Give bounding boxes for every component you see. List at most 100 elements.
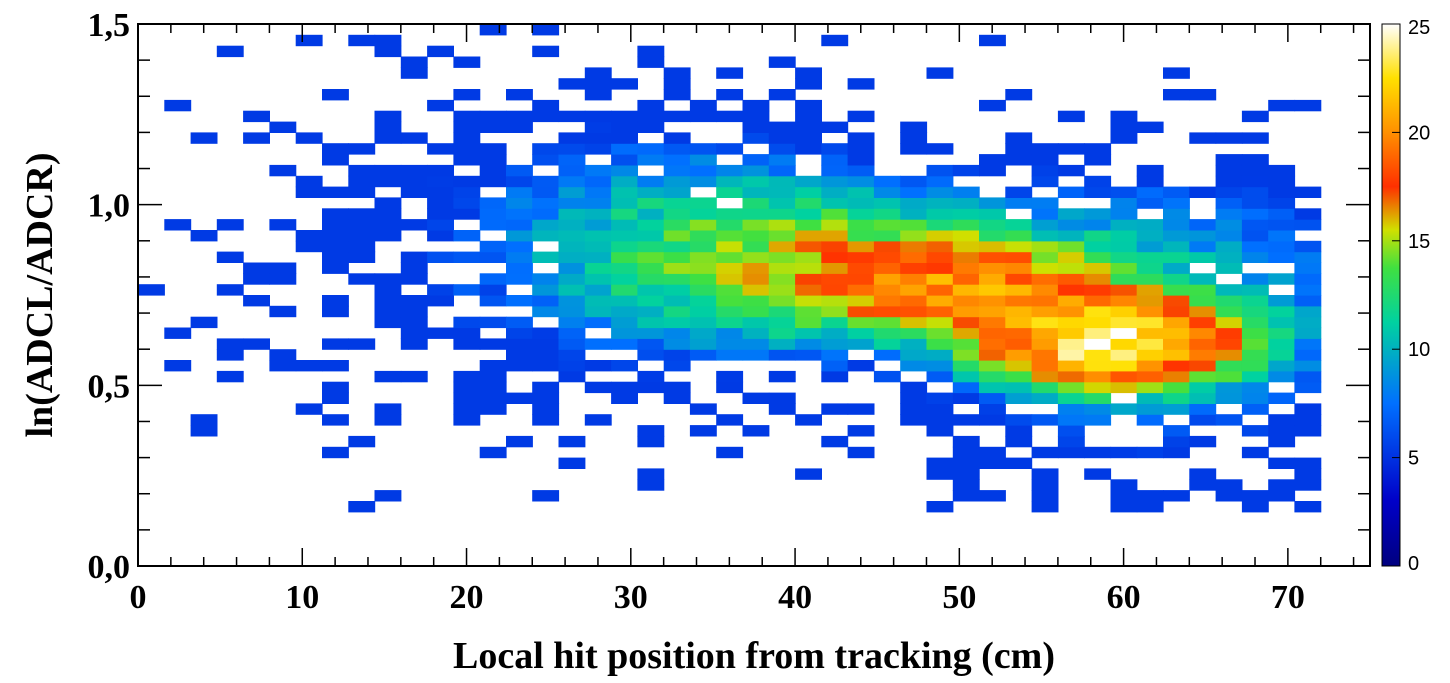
heatmap-bin — [900, 251, 928, 263]
heatmap-bin — [374, 197, 402, 209]
heatmap-bins — [138, 24, 1322, 513]
heatmap-bin — [216, 284, 244, 296]
heatmap-bin — [979, 349, 1006, 361]
heatmap-bin — [768, 316, 796, 329]
heatmap-bin — [900, 403, 928, 415]
heatmap-bin — [1110, 479, 1138, 491]
heatmap-bin — [427, 197, 454, 209]
heatmap-bin — [558, 360, 586, 372]
heatmap-bin — [1110, 240, 1138, 253]
heatmap-bin — [1163, 403, 1190, 415]
heatmap-bin — [532, 219, 560, 231]
heatmap-bin — [1215, 154, 1243, 166]
heatmap-bin — [768, 132, 796, 144]
heatmap-bin — [795, 273, 822, 285]
heatmap-bin — [1163, 284, 1190, 296]
heatmap-bin — [979, 370, 1006, 383]
heatmap-bin — [847, 360, 875, 372]
heatmap-bin — [900, 208, 928, 220]
x-tick-label: 70 — [1271, 579, 1305, 616]
heatmap-bin — [453, 197, 481, 209]
heatmap-bin — [1110, 370, 1138, 383]
heatmap-bin — [1005, 360, 1033, 372]
heatmap-bin — [663, 143, 691, 155]
heatmap-bin — [637, 230, 665, 242]
heatmap-bin — [689, 262, 717, 274]
heatmap-bin — [584, 360, 612, 372]
x-axis-title: Local hit position from tracking (cm) — [453, 635, 1055, 677]
heatmap-bin — [374, 34, 402, 47]
heatmap-bin — [1241, 501, 1269, 513]
heatmap-bin — [979, 273, 1006, 285]
heatmap-bin — [190, 132, 218, 144]
heatmap-bin — [558, 175, 586, 188]
heatmap-bin — [348, 501, 376, 513]
heatmap-bin — [374, 219, 402, 231]
heatmap-bin — [926, 370, 954, 383]
heatmap-bin — [1136, 392, 1164, 404]
heatmap-bin — [795, 132, 822, 144]
heatmap-bin — [689, 99, 717, 112]
heatmap-bin — [1005, 327, 1033, 339]
heatmap-bin — [1268, 338, 1296, 350]
heatmap-bin — [1005, 197, 1033, 209]
heatmap-bin — [873, 295, 901, 307]
heatmap-bin — [532, 208, 560, 220]
heatmap-bin — [558, 262, 586, 274]
heatmap-bin — [716, 338, 744, 350]
heatmap-bin — [1268, 479, 1296, 491]
heatmap-bin — [742, 154, 770, 166]
heatmap-bin — [1136, 360, 1164, 372]
heatmap-bin — [1005, 186, 1033, 198]
heatmap-bin — [295, 230, 323, 242]
heatmap-bin — [1084, 251, 1112, 263]
heatmap-bin — [742, 262, 770, 274]
heatmap-bin — [269, 219, 297, 231]
heatmap-bin — [400, 295, 428, 307]
heatmap-bin — [1215, 490, 1243, 502]
heatmap-bin — [374, 273, 402, 285]
heatmap-bin — [1163, 295, 1190, 307]
heatmap-bin — [873, 251, 901, 263]
heatmap-bin — [663, 154, 691, 166]
heatmap-bin — [1189, 403, 1217, 415]
heatmap-bin — [479, 284, 507, 296]
heatmap-bin — [1005, 284, 1033, 296]
heatmap-bin — [348, 240, 376, 253]
heatmap-bin — [374, 121, 402, 133]
heatmap-bin — [637, 121, 665, 133]
heatmap-bin — [900, 305, 928, 318]
heatmap-bin — [1057, 240, 1085, 253]
heatmap-bin — [427, 295, 454, 307]
heatmap-bin — [611, 262, 638, 274]
heatmap-bin — [584, 186, 612, 198]
heatmap-bin — [584, 78, 612, 90]
heatmap-bin — [532, 175, 560, 188]
heatmap-bin — [479, 164, 507, 177]
heatmap-bin — [611, 295, 638, 307]
heatmap-bin — [663, 186, 691, 198]
heatmap-bin — [689, 305, 717, 318]
heatmap-bin — [979, 360, 1006, 372]
heatmap-bin — [1057, 251, 1085, 263]
heatmap-bin — [979, 208, 1006, 220]
heatmap-bin — [900, 240, 928, 253]
heatmap-bin — [716, 143, 744, 155]
heatmap-bin — [952, 186, 980, 198]
heatmap-bin — [926, 164, 954, 177]
heatmap-bin — [1057, 435, 1085, 448]
heatmap-bin — [821, 349, 849, 361]
heatmap-bin — [979, 338, 1006, 350]
heatmap-bin — [1163, 208, 1190, 220]
heatmap-bin — [821, 230, 849, 242]
heatmap-bin — [637, 208, 665, 220]
heatmap-bin — [216, 349, 244, 361]
heatmap-bin — [479, 154, 507, 166]
heatmap-bin — [900, 175, 928, 188]
heatmap-bin — [637, 338, 665, 350]
heatmap-bin — [532, 403, 560, 415]
heatmap-bin — [873, 273, 901, 285]
heatmap-bin — [427, 327, 454, 339]
heatmap-bin — [1031, 327, 1059, 339]
heatmap-bin — [374, 45, 402, 58]
